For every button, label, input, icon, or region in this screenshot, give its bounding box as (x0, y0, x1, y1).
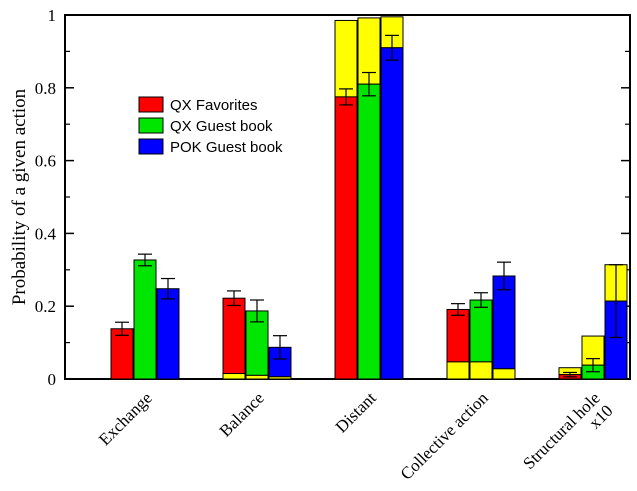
legend-label: POK Guest book (170, 139, 283, 156)
category-label-line: Collective action (397, 388, 493, 484)
category-label: Structural holex10 (519, 388, 616, 485)
bar-base-segment (469, 361, 493, 380)
category-label: Exchange (95, 388, 156, 449)
bar (222, 297, 246, 375)
bar-base-segment (446, 361, 470, 380)
category-label-line: Distant (332, 388, 380, 436)
category-label-line: Structural hole (519, 388, 604, 473)
bar-base-segment (222, 373, 246, 380)
category-label: Balance (216, 388, 268, 440)
bar (380, 47, 404, 380)
bar (133, 259, 157, 380)
bar (446, 308, 470, 363)
bar (469, 299, 493, 363)
y-axis-title: Probability of a given action (9, 88, 30, 305)
category-label-line: Exchange (95, 388, 156, 449)
bars (110, 16, 628, 380)
category-label: Distant (332, 388, 380, 436)
legend-label: QX Favorites (170, 97, 258, 114)
bar (357, 83, 381, 380)
bar (156, 288, 180, 380)
legend-swatch (138, 138, 164, 155)
legend-label: QX Guest book (170, 118, 273, 135)
legend-swatch (138, 117, 164, 134)
bar-base-segment (492, 368, 516, 380)
bar (334, 96, 358, 380)
bar (110, 328, 134, 380)
y-tick-label: 0.4 (35, 224, 57, 243)
y-tick-label: 0.8 (35, 79, 56, 98)
y-tick-label: 0 (48, 370, 57, 389)
y-tick-label: 0.6 (35, 152, 56, 171)
category-label-line: Balance (216, 388, 268, 440)
bar-base-segment (245, 374, 269, 380)
legend: QX Favorites QX Guest book POK Guest book (133, 92, 303, 162)
legend-swatch (138, 96, 164, 113)
bar-base-segment (268, 376, 292, 380)
y-tick-label: 1 (48, 6, 57, 25)
tick-labels: 0 0.2 0.4 0.6 0.8 1 Exchange Balance Distant Coll… (35, 6, 617, 485)
category-label: Collective action (397, 388, 493, 484)
bar-extra-segment (334, 19, 358, 98)
y-tick-label: 0.2 (35, 297, 56, 316)
